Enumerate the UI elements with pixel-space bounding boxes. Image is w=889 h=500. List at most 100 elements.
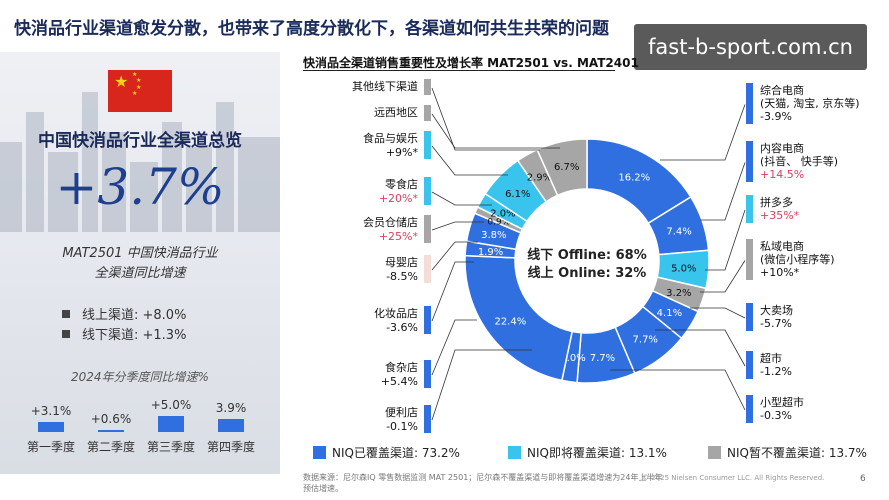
chart-title: 快消品全渠道销售重要性及增长率 MAT2501 vs. MAT2401: [303, 56, 639, 70]
footnote: 数据来源：尼尔森IQ 零售数据监测 MAT 2501；尼尔森不覆盖渠道与即将覆盖…: [303, 473, 663, 493]
bullet-square-icon: [62, 330, 70, 338]
slice-value-label: 16.2%: [618, 172, 650, 183]
channel-growth: -5.7%: [760, 317, 792, 330]
channel-name: 大卖场: [760, 304, 793, 317]
bullet-square-icon: [62, 310, 70, 318]
offline-channel-label: 化妆品店 -3.6%: [330, 307, 418, 335]
channel-name: 便利店: [385, 406, 418, 419]
slice-value-label: 22.4%: [494, 316, 526, 327]
overview-heading: 中国快消品行业全渠道总览: [38, 131, 242, 151]
channel-name: 食杂店: [385, 361, 418, 374]
channel-growth: +14.5%: [760, 168, 805, 181]
channel-color-marker: [746, 395, 753, 423]
leader-line: [431, 319, 477, 376]
slice-value-label: 6.1%: [505, 189, 530, 200]
offline-channel-label: 其他线下渠道: [330, 80, 418, 94]
quarter-label: 第二季度: [86, 440, 135, 454]
slice-value-label: 1.9%: [478, 247, 503, 258]
channel-name: 化妆品店: [374, 307, 418, 320]
online-channel-label: 综合电商 (天猫, 淘宝, 京东等) -3.9%: [760, 84, 875, 123]
slice-value-label: 2.9%: [527, 172, 552, 183]
legend-label: NIQ暂不覆盖渠道: 13.7%: [727, 446, 867, 460]
donut-slice: [536, 138, 588, 197]
channel-examples: (天猫, 淘宝, 京东等): [760, 97, 860, 110]
legend-swatch: [708, 446, 721, 459]
channel-examples: (抖音、 快手等): [760, 155, 839, 168]
channel-name: 会员仓储店: [363, 216, 418, 229]
online-channel-label: 超市 -1.2%: [760, 352, 875, 378]
channel-color-marker: [746, 195, 753, 223]
total-growth-value: +3.7%: [55, 158, 225, 216]
online-growth-text: 线上渠道: +8.0%: [82, 308, 187, 323]
slice-value-label: 3.8%: [481, 230, 506, 241]
channel-name: 拼多多: [760, 196, 793, 209]
online-growth: 线上渠道: +8.0%: [62, 304, 186, 323]
channel-name: 母婴店: [385, 256, 418, 269]
channel-growth: +5.4%: [380, 375, 418, 388]
channel-growth: +25%*: [378, 230, 418, 243]
slice-value-label: 2.0%: [490, 209, 515, 220]
china-flag-icon: ★ ★ ★ ★ ★: [108, 70, 172, 112]
leader-line: [660, 104, 746, 161]
online-channel-label: 拼多多 +35%*: [760, 196, 875, 222]
leader-line: [610, 369, 746, 411]
leader-line: [690, 307, 746, 319]
page-number: 6: [860, 474, 866, 484]
leader-line: [431, 241, 478, 271]
offline-growth-text: 线下渠道: +1.3%: [82, 328, 187, 343]
slice-value-label: 0.9%: [487, 218, 510, 228]
city-skyline-background: [0, 92, 280, 232]
offline-channel-label: 远西地区: [330, 106, 418, 120]
slice-value-label: 3.2%: [666, 288, 691, 299]
channel-name: 内容电商: [760, 142, 804, 155]
online-channel-label: 小型超市 -0.3%: [760, 396, 875, 422]
channel-color-marker: [746, 141, 753, 182]
slice-value-label: 5.0%: [671, 264, 696, 275]
quarter-label: 第三季度: [146, 440, 195, 454]
legend-swatch: [508, 446, 521, 459]
quarter-label: 第四季度: [206, 440, 255, 454]
chart-title-underline: [303, 70, 615, 71]
quarter-value: +0.6%: [90, 412, 132, 426]
leader-line: [705, 209, 746, 271]
online-channel-label: 大卖场 -5.7%: [760, 304, 875, 330]
channel-color-marker: [424, 306, 431, 334]
channel-examples: (微信小程序等): [760, 253, 835, 266]
channel-growth: +9%*: [385, 146, 418, 159]
leader-line: [431, 349, 532, 421]
watermark: fast-b-sport.com.cn: [634, 24, 867, 70]
center-online-share: 线上 Online: 32%: [528, 265, 647, 281]
copyright: © 2025 Nielsen Consumer LLC. All Rights …: [642, 474, 825, 482]
quarter-value: +5.0%: [150, 397, 192, 412]
offline-channel-label: 便利店 -0.1%: [330, 406, 418, 434]
channel-growth: -3.9%: [760, 110, 792, 123]
quarter-value: 3.9%: [215, 401, 247, 416]
leader-line: [431, 261, 474, 322]
channel-growth: -0.1%: [386, 420, 418, 433]
legend-label: NIQ即将覆盖渠道: 13.1%: [527, 446, 667, 460]
channel-color-marker: [746, 303, 753, 331]
slice-value-label: 6.7%: [554, 162, 579, 173]
channel-color-marker: [424, 255, 431, 283]
legend-label: NIQ已覆盖渠道: 73.2%: [332, 446, 460, 460]
slice-value-label: 4.1%: [657, 308, 682, 319]
channel-growth: +20%*: [378, 192, 418, 205]
offline-channel-label: 会员仓储店 +25%*: [330, 216, 418, 244]
channel-name: 超市: [760, 352, 782, 365]
quarter-bar: [38, 421, 64, 432]
online-channel-label: 内容电商 (抖音、 快手等) +14.5%: [760, 142, 875, 181]
quarter-bar: [158, 415, 184, 432]
channel-growth: +10%*: [760, 266, 800, 279]
left-panel: ★ ★ ★ ★ ★ 中国快消品行业全渠道总览 +3.7% MAT2501 中国快…: [0, 52, 280, 474]
channel-color-marker: [746, 351, 753, 379]
leader-line: [700, 162, 746, 221]
channel-name: 零食店: [385, 178, 418, 191]
slice-value-label: 2.0%: [560, 353, 585, 364]
quarter-bar: [218, 419, 244, 432]
slice-value-label: 7.4%: [666, 226, 691, 237]
quarter-label: 第一季度: [26, 440, 75, 454]
channel-name: 食品与娱乐: [363, 132, 418, 145]
channel-growth: -1.2%: [760, 365, 792, 378]
online-channel-label: 私域电商 (微信小程序等) +10%*: [760, 240, 875, 279]
